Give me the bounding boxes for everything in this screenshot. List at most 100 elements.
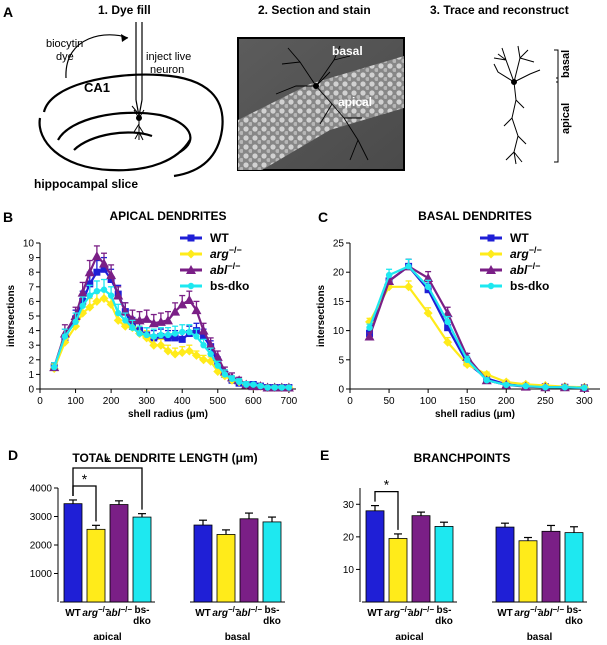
x-tick-label-line: bs- [437,605,452,616]
x-tick-label-name: arg [384,608,400,619]
legend-label: bs-dko [210,279,249,293]
label-inject-live: inject live [146,51,191,63]
y-tick-label: 3000 [30,512,53,523]
data-point [150,333,157,340]
x-tick-label: 0 [347,396,353,407]
data-point [444,324,452,332]
x-tick-label-line: dko [133,616,151,627]
legend-genotype-name: abl [210,263,228,277]
step-3-title: 3. Trace and reconstruct [430,3,569,17]
x-tick-label-sup: −/− [400,605,412,614]
significance-star: * [105,453,111,469]
x-tick-label-name: arg [514,608,530,619]
bar-basal-2 [239,518,259,603]
x-tick-label: arg−/− [82,605,109,619]
panel-e-label: E [320,447,329,463]
bar-basal-3 [564,532,584,603]
neuron-icon [131,105,145,141]
data-point [84,267,95,277]
legend-genotype-sup: −/− [229,245,242,255]
bar-basal-2 [541,530,561,603]
x-tick-label: abl−/− [236,605,262,619]
x-tick-label: bs-dko [263,605,281,627]
x-tick-label: abl−/− [408,605,434,619]
series-line [53,297,289,389]
y-tick-label: 2 [28,355,34,366]
reconstruction-drawing [493,45,559,165]
data-point [271,384,278,391]
legend-genotype-name: arg [210,247,229,261]
data-point [264,384,271,391]
data-point [250,381,257,388]
bar-apical-2 [411,515,431,603]
x-tick-label: abl−/− [538,605,564,619]
chart-title: BASAL DENDRITES [418,209,532,223]
data-point [542,384,549,391]
y-tick-label: 6 [28,297,34,308]
label-ca1: CA1 [84,80,110,95]
series-diamond [49,289,294,393]
legend-label: arg−/− [210,245,242,261]
x-tick-label: WT [497,608,513,619]
bar-apical-0 [365,510,385,603]
x-tick-label-name: arg [82,608,98,619]
data-point [561,384,569,391]
data-point [106,270,117,280]
x-tick-label-name: abl [538,608,553,619]
data-point [191,305,202,315]
chart-title: BRANCHPOINTS [414,451,511,465]
data-point [278,384,285,391]
data-point [107,292,115,299]
data-point [156,340,166,350]
y-tick-label: 4 [28,326,34,337]
data-point [193,333,200,340]
x-tick-label-sup: −/− [250,605,262,614]
x-tick-label: 100 [67,396,84,407]
dye-arrow [65,34,129,79]
data-point [235,378,243,385]
data-point [171,334,179,342]
bar-apical-2 [109,504,129,603]
data-point [86,280,94,288]
x-tick-label: 600 [245,396,262,407]
data-point [177,348,187,357]
legend-genotype-sup: −/− [529,245,542,255]
x-tick-label: 300 [138,396,155,407]
x-tick-label: bs-dko [133,605,151,627]
data-point [170,349,180,359]
bar-basal-1 [518,540,538,603]
y-tick-label: 7 [28,282,34,293]
series-circle [51,278,293,391]
label-dye: dye [56,51,74,63]
data-point [184,346,194,356]
data-point [443,337,453,347]
label-biocytin: biocytin [46,38,83,50]
data-point [257,382,264,390]
data-point [366,324,373,331]
legend-marker-diamond [186,249,196,259]
data-point [243,381,250,388]
data-point [157,331,165,339]
data-point [72,318,79,326]
legend-genotype-name: abl [510,263,528,277]
group-label-basal: basal [225,632,251,640]
legend-label: abl−/− [510,261,540,277]
x-tick-label-name: abl [236,608,251,619]
legend-genotype-name: arg [510,247,529,261]
data-point [385,271,393,279]
y-tick-label: 4000 [30,484,53,495]
data-point [107,276,115,283]
data-point [179,328,186,336]
panel-c-label: C [318,209,328,225]
data-point [444,318,451,326]
x-tick-label: 500 [209,396,226,407]
data-point [163,346,173,356]
data-point [581,384,588,392]
significance-bracket [374,490,399,530]
y-tick-label: 20 [333,268,345,279]
legend-marker-square [487,234,495,242]
